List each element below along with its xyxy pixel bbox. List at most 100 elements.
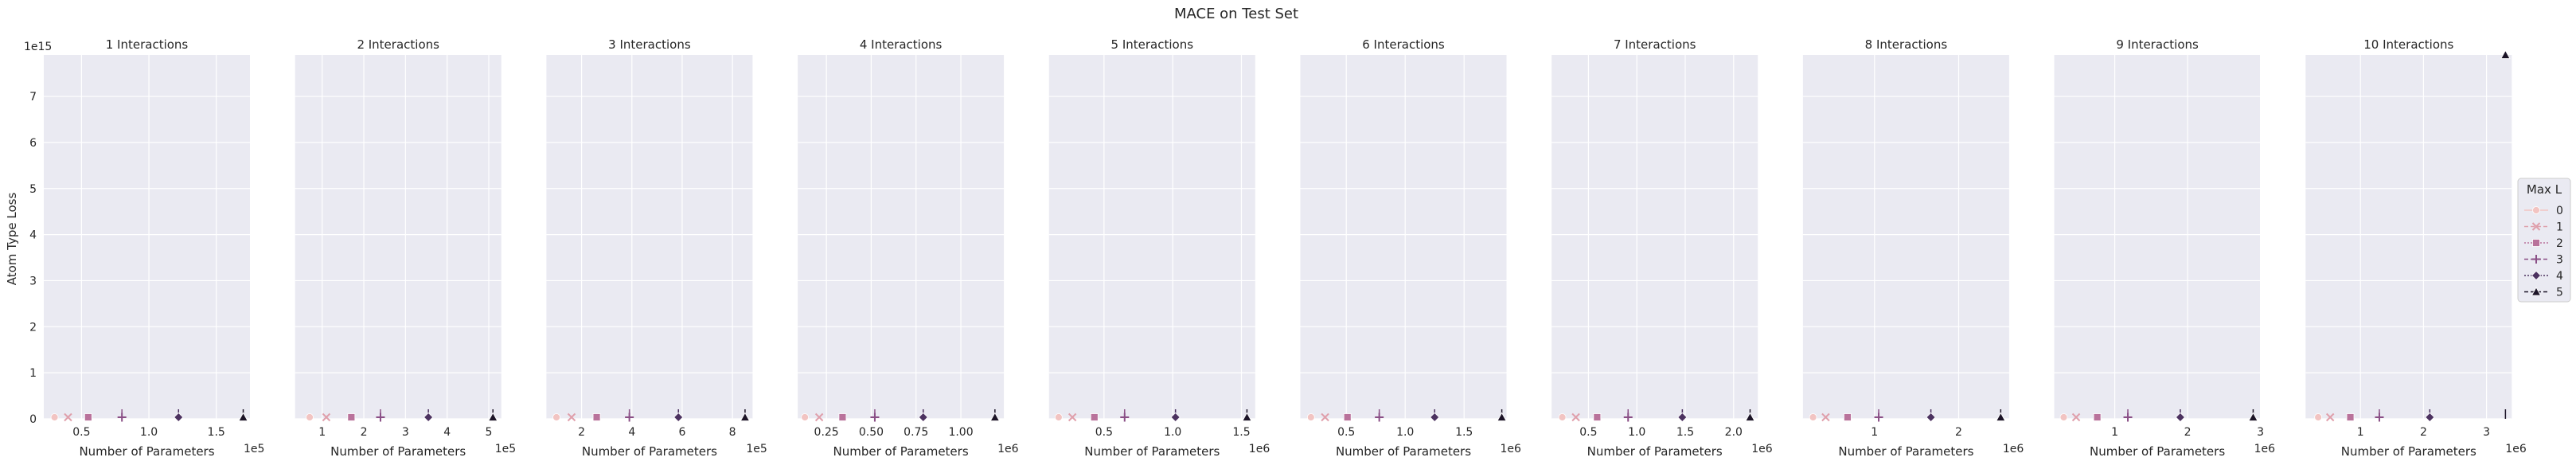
marker-series-3 (117, 412, 127, 422)
marker-series-1 (567, 412, 576, 422)
x-tick-label: 1.0 (140, 426, 158, 439)
legend: Max L 0 1 2 3 4 5 (2517, 178, 2571, 303)
y-tick-label: 5 (29, 183, 37, 196)
x-tick-label: 2 (361, 426, 368, 439)
subplot-title: 1 Interactions (106, 37, 189, 52)
x-tick-label: 8 (729, 426, 736, 439)
subplot-title: 10 Interactions (2363, 37, 2453, 52)
x-tick-label: 0.5 (1095, 426, 1113, 439)
legend-label: 1 (2556, 221, 2563, 234)
subplot-title: 5 Interactions (1111, 37, 1194, 52)
marker-series-4 (918, 412, 928, 423)
plot-background (2054, 55, 2261, 419)
marker-series-1 (64, 412, 72, 422)
marker-series-2 (1593, 413, 1602, 421)
y-tick-label: 2 (29, 321, 37, 334)
marker-series-3 (1874, 412, 1883, 422)
y-tick-label: 4 (29, 229, 37, 242)
x-tick-label: 1 (318, 426, 326, 439)
x-tick-label: 1.00 (948, 426, 973, 439)
x-axis-label: Number of Parameters (2341, 444, 2476, 459)
y-tick-label: 3 (29, 275, 37, 287)
x-tick-label: 1.5 (208, 426, 225, 439)
x-tick-label: 5 (486, 426, 493, 439)
marker-series-1 (2325, 412, 2335, 422)
subplot-7: 0.5 1.0 1.5 2.0 7 Interactions Number of Para… (1551, 37, 1773, 459)
x-axis-offset-label: 1e5 (495, 443, 516, 455)
marker-series-2 (2093, 413, 2102, 421)
x-tick-label: 2 (2184, 426, 2192, 439)
x-axis-label: Number of Parameters (1587, 444, 1723, 459)
x-tick-label: 3 (2257, 426, 2264, 439)
subplot-6: 0.5 1.0 1.5 6 Interactions Number of Paramet… (1300, 37, 1521, 459)
legend-label: 3 (2556, 254, 2563, 267)
x-axis-label: Number of Parameters (1838, 444, 1973, 459)
marker-series-5 (1242, 412, 1252, 421)
marker-series-5 (2500, 49, 2511, 59)
x-tick-label: 3 (2483, 426, 2490, 439)
legend-marker-2 (2532, 239, 2540, 247)
marker-series-2 (347, 413, 356, 421)
x-tick-label: 1 (1871, 426, 1878, 439)
x-axis-label: Number of Parameters (1336, 444, 1471, 459)
x-axis-offset-label: 1e6 (2003, 443, 2024, 455)
legend-marker-1 (2531, 222, 2541, 231)
marker-series-4 (174, 412, 184, 423)
x-tick-label: 1 (2357, 426, 2364, 439)
x-axis-offset-label: 1e6 (1249, 443, 1270, 455)
marker-series-3 (2375, 412, 2384, 422)
marker-series-5 (238, 412, 248, 421)
x-tick-label: 2.0 (1725, 426, 1743, 439)
x-tick-label: 1.5 (1676, 426, 1694, 439)
subplot-2: 1 2 3 4 5 2 Interactions Number of Parameters 1… (295, 37, 516, 459)
x-tick-label: 3 (402, 426, 409, 439)
plot-background (1802, 55, 2009, 419)
subplot-title: 8 Interactions (1865, 37, 1948, 52)
x-tick-label: 0.5 (72, 426, 90, 439)
subplot-title: 3 Interactions (608, 37, 691, 52)
x-tick-label: 0.5 (1579, 426, 1597, 439)
x-axis-label: Number of Parameters (582, 444, 717, 459)
marker-series-2 (592, 413, 601, 421)
subplot-8: 1 2 8 Interactions Number of Parameters 1e6 (1802, 37, 2024, 459)
marker-series-5 (740, 412, 751, 421)
marker-series-3 (376, 412, 385, 422)
marker-series-5 (1996, 412, 2006, 421)
marker-series-3 (1120, 412, 1130, 422)
y-tick-label: 0 (29, 413, 37, 426)
marker-series-2 (84, 413, 92, 421)
subplot-1: 0 1 2 3 4 5 6 7 0.5 1.0 1.5 1 Interactions Number of… (29, 37, 264, 459)
marker-series-2 (1343, 413, 1352, 421)
legend-label: 5 (2556, 287, 2563, 299)
subplot-title: 7 Interactions (1614, 37, 1696, 52)
plot-background (1551, 55, 1758, 419)
plot-background (1048, 55, 1255, 419)
marker-series-1 (2071, 412, 2081, 422)
x-tick-label: 0.75 (904, 426, 928, 439)
marker-series-4 (1430, 412, 1440, 423)
marker-series-2 (1090, 413, 1099, 421)
y-tick-label: 6 (29, 137, 37, 150)
marker-series-1 (814, 412, 824, 422)
marker-series-4 (1170, 412, 1181, 423)
marker-series-0 (1809, 413, 1817, 421)
x-axis-label: Number of Parameters (1084, 444, 1220, 459)
marker-series-4 (1926, 412, 1936, 423)
marker-series-0 (306, 413, 314, 421)
legend-label: 2 (2556, 237, 2563, 250)
subplot-grid: 0 1 2 3 4 5 6 7 0.5 1.0 1.5 1 Interactions Number of… (29, 37, 2527, 459)
x-axis-offset-label: 1e6 (997, 443, 1019, 455)
marker-series-1 (1067, 412, 1077, 422)
legend-box (2517, 178, 2571, 303)
marker-series-5 (989, 412, 1001, 421)
marker-series-4 (1677, 412, 1688, 423)
subplot-title: 6 Interactions (1362, 37, 1445, 52)
x-axis-label: Number of Parameters (2090, 444, 2225, 459)
x-axis-offset-label: 1e6 (2254, 443, 2276, 455)
subplot-3: 2 4 6 8 3 Interactions Number of Parameters 1e… (546, 37, 767, 459)
marker-series-1 (1321, 412, 1329, 422)
x-axis-offset-label: 1e5 (244, 443, 264, 455)
marker-series-4 (2175, 412, 2185, 423)
legend-marker-5 (2531, 287, 2542, 296)
x-tick-label: 4 (628, 426, 635, 439)
